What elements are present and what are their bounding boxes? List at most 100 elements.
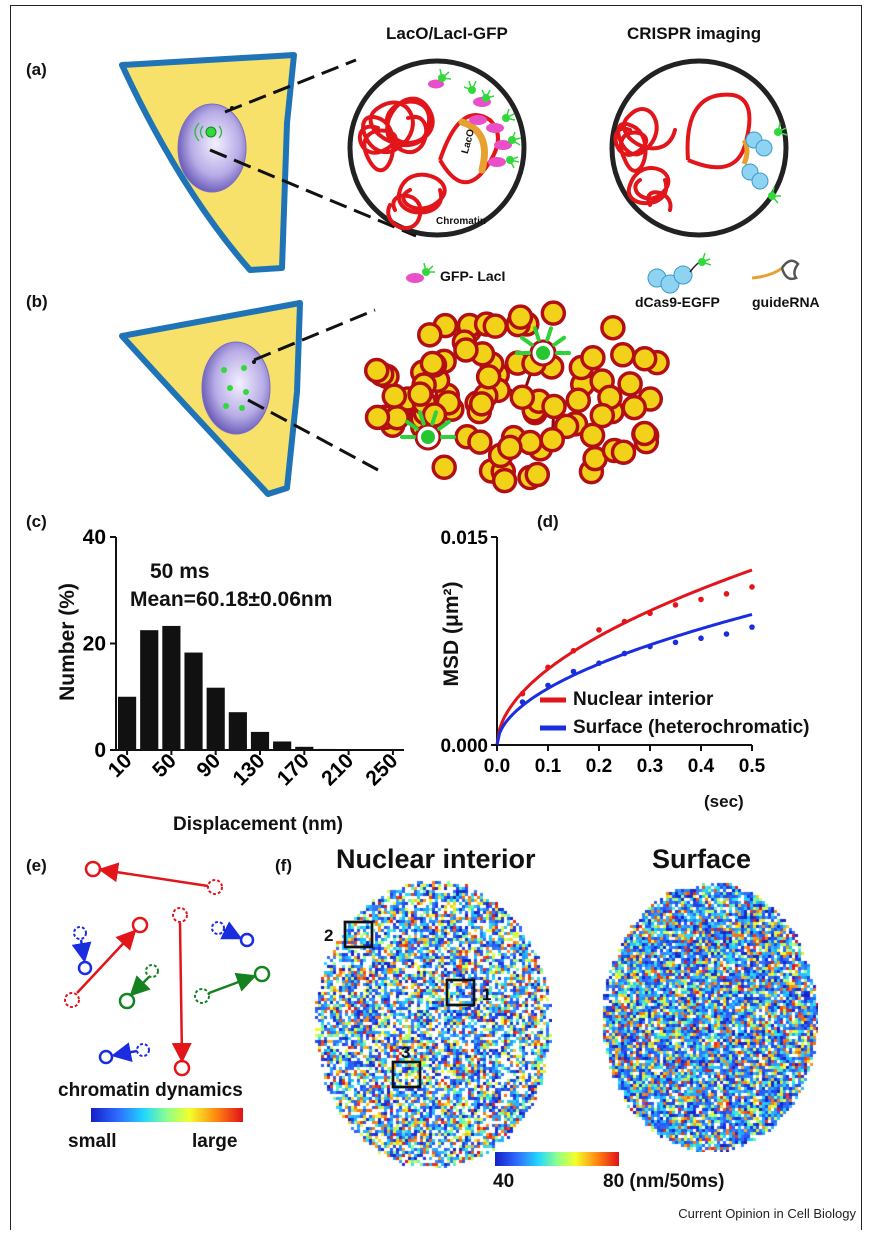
- chromatin-bead: [621, 394, 647, 421]
- journal-footer: Current Opinion in Cell Biology: [678, 1206, 856, 1221]
- panel-a-legend: [406, 252, 800, 294]
- chromatin-bead: [580, 344, 606, 371]
- chromatin-label: Chromatin: [436, 216, 486, 227]
- histogram-bar: [184, 652, 203, 750]
- msd-data-point: [698, 635, 704, 642]
- msd-data-point: [545, 664, 551, 671]
- histogram-bar: [140, 630, 159, 750]
- histogram-ytick-label: 0: [94, 739, 106, 762]
- crispr-title: CRISPR imaging: [627, 24, 762, 43]
- msd-data-point: [596, 660, 602, 666]
- interior-heatmap-title: Nuclear interior: [336, 844, 536, 874]
- msd-data-point: [723, 631, 730, 637]
- panel-c-letter: (c): [26, 512, 47, 531]
- msd-data-point: [621, 618, 628, 625]
- dcas9-legend-label: dCas9-EGFP: [635, 294, 720, 310]
- chromatin-bead: [363, 357, 390, 384]
- chromatin-bead: [589, 402, 616, 429]
- msd-data-point: [672, 639, 679, 646]
- guiderna-legend-label: guideRNA: [752, 294, 820, 310]
- histogram-bar: [339, 749, 358, 750]
- chromatin-bead: [509, 384, 536, 411]
- surface-heatmap: [600, 880, 818, 1152]
- histogram-ytick-label: 40: [83, 526, 106, 549]
- roi-box-2-overlay: [343, 920, 374, 949]
- msd-xtick-label: 0.4: [688, 756, 715, 777]
- msd-data-point: [570, 668, 577, 675]
- msd-data-point: [519, 699, 526, 705]
- chromatin-bead: [541, 393, 567, 420]
- legend-label-surface: Surface (heterochromatic): [573, 717, 810, 738]
- locus-ray: [519, 335, 534, 347]
- chromatin-bead: [407, 381, 433, 407]
- panel-b-letter: (b): [26, 292, 48, 311]
- panel-f-letter: (f): [275, 856, 292, 875]
- chromatin-bead-cluster: [363, 300, 670, 494]
- dynamics-caption: chromatin dynamics: [58, 1080, 243, 1101]
- msd-data-point: [723, 591, 730, 597]
- labeled-locus-signal: [421, 430, 435, 444]
- msd-data-point: [647, 643, 653, 650]
- msd-data-point: [621, 650, 628, 657]
- surface-heatmap-title: Surface: [652, 844, 752, 874]
- panel-d-letter: (d): [537, 512, 559, 531]
- roi-box-1-overlay: [445, 978, 476, 1007]
- histogram-ytick-label: 20: [83, 633, 106, 656]
- msd-ytick-label: 0.015: [440, 528, 488, 549]
- histogram-bar: [206, 687, 225, 750]
- chromatin-bead: [539, 426, 565, 453]
- scale-high-label: large: [192, 1131, 238, 1152]
- roi-box-3-overlay: [391, 1060, 422, 1089]
- panel-b-cell: [119, 300, 379, 497]
- figure-frame: [10, 5, 862, 1230]
- chromatin-bead: [364, 404, 391, 431]
- chromatin-bead: [417, 322, 443, 348]
- histogram-bar: [250, 731, 270, 750]
- chromatin-bead: [468, 391, 495, 417]
- chromatin-bead: [419, 350, 446, 377]
- msd-xtick-label: 0.1: [535, 756, 562, 777]
- msd-xtick-label: 0.3: [637, 756, 663, 777]
- lacO-title: LacO/LacI-GFP: [386, 24, 508, 43]
- msd-data-point: [570, 647, 577, 654]
- histogram-x-label: Displacement (nm): [173, 814, 343, 835]
- legend-label-interior: Nuclear interior: [573, 689, 714, 710]
- histogram-bar: [295, 746, 314, 750]
- chromatin-bead: [482, 313, 509, 339]
- msd-xtick-label: 0.5: [739, 756, 766, 777]
- msd-xtick-label: 0.0: [484, 756, 510, 777]
- msd-y-label: MSD (μm²): [440, 581, 463, 687]
- chromatin-bead: [600, 314, 626, 341]
- locus-ray: [404, 419, 419, 431]
- msd-data-point: [749, 624, 755, 630]
- scale-low-label: small: [68, 1131, 117, 1152]
- histogram-bar: [273, 741, 292, 750]
- histogram-bar: [162, 625, 181, 750]
- chromatin-bead: [540, 300, 567, 326]
- roi-label-1: 1: [482, 985, 492, 1004]
- roi-label-3: 3: [401, 1043, 411, 1062]
- msd-xtick-label: 0.2: [586, 756, 612, 777]
- heatmap-scale-min: 40: [493, 1171, 515, 1192]
- msd-data-point: [545, 682, 551, 689]
- msd-data-point: [519, 690, 526, 697]
- locus-ray: [545, 326, 554, 342]
- histogram-bar: [117, 696, 137, 750]
- dynamics-colorbar: [91, 1108, 243, 1122]
- histogram-y-label: Number (%): [56, 583, 79, 701]
- locus-ray: [552, 335, 567, 347]
- msd-x-label: (sec): [704, 792, 744, 811]
- histogram-bar: [228, 712, 247, 750]
- chromatin-bead: [507, 304, 534, 330]
- locus-ray: [437, 419, 452, 431]
- chromatin-bead: [610, 439, 637, 465]
- msd-data-point: [647, 610, 653, 617]
- chromatin-bead: [524, 461, 551, 488]
- chromatin-bead: [565, 387, 592, 414]
- chromatin-bead: [491, 467, 518, 494]
- msd-data-point: [596, 627, 602, 633]
- locus-ray: [430, 410, 439, 426]
- locus-ray: [532, 326, 541, 342]
